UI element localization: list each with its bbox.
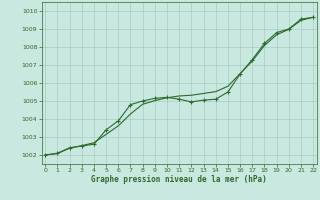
X-axis label: Graphe pression niveau de la mer (hPa): Graphe pression niveau de la mer (hPa) <box>91 175 267 184</box>
